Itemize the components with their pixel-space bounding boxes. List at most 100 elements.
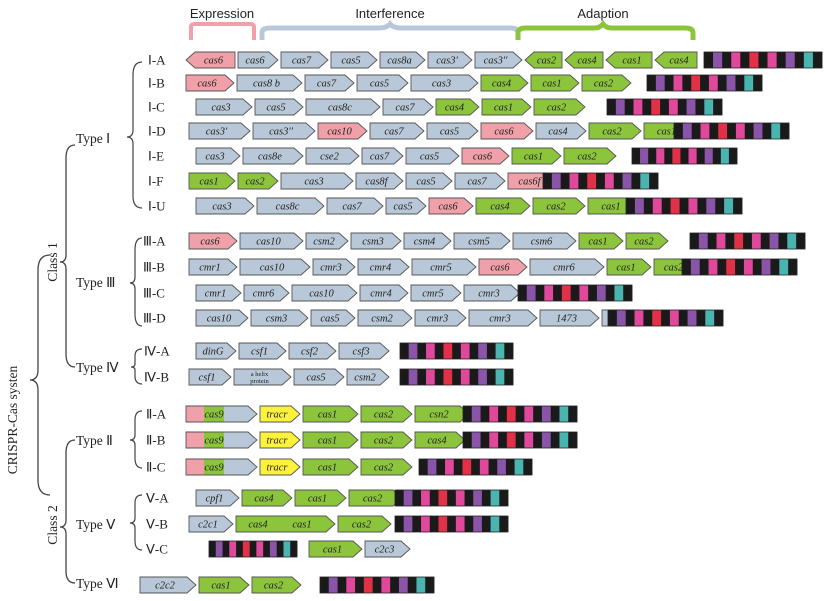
- gene-outline: [185, 431, 258, 449]
- crispr-array: [606, 98, 723, 116]
- gene-label: cas2: [245, 177, 265, 188]
- array-segment: [679, 198, 689, 214]
- array-segment: [715, 198, 725, 214]
- array-segment: [735, 259, 745, 275]
- array-segment: [695, 99, 705, 115]
- gene-label: c2c3: [375, 545, 395, 556]
- gene-label: cmr3: [478, 289, 500, 300]
- gene-block: [186, 406, 204, 422]
- gene-block: [524, 51, 563, 69]
- crispr-array: [631, 147, 738, 165]
- gene-block: [435, 98, 480, 116]
- array-segment: [504, 369, 514, 385]
- array-segment: [526, 285, 536, 301]
- interference-bracket: [259, 19, 521, 40]
- type-2-label: Type Ⅱ: [76, 433, 113, 448]
- array-segment: [704, 99, 714, 115]
- gene-label: cmr1: [205, 289, 227, 300]
- gene-label: cmr3: [489, 314, 511, 325]
- array-segment: [363, 577, 373, 593]
- array-segment: [395, 490, 404, 506]
- gene-block: [511, 147, 562, 165]
- gene-block: [360, 458, 413, 476]
- row-0: Ⅰ-A cas6 cas6 cas7 cas5 cas8a cas3' cas3'' cas2 c…: [148, 51, 823, 69]
- array-segment: [236, 541, 244, 557]
- gene-label: cas6f: [518, 177, 542, 188]
- gene-block: [411, 258, 477, 276]
- array-segment: [647, 75, 657, 91]
- gene-label: cas3'': [484, 56, 508, 67]
- array-segment: [524, 432, 534, 448]
- row-16: Ⅴ-A cpf1 cas4 cas1 cas2: [146, 489, 509, 507]
- array-segment: [669, 310, 680, 326]
- row-1: Ⅰ-B cas6 cas8 b cas7 cas5 cas3 cas4 cas1 cas2: [148, 74, 763, 92]
- array-segment: [570, 285, 580, 301]
- array-segment: [421, 516, 431, 532]
- row-label: Ⅲ-D: [143, 311, 166, 326]
- gene-block: [480, 122, 534, 140]
- array-segment: [728, 148, 738, 164]
- array-segment: [713, 99, 723, 115]
- array-segment: [690, 233, 700, 249]
- gene-label: cas5: [370, 79, 389, 90]
- gene-block: [239, 258, 311, 276]
- gene-block: [529, 258, 605, 276]
- gene-label: csn2: [429, 410, 449, 421]
- row-label: Ⅲ-A: [143, 234, 166, 249]
- gene-label: cas1: [323, 545, 342, 556]
- array-segment: [682, 75, 692, 91]
- gene-block: [355, 172, 404, 190]
- gene-label: c2c2: [155, 581, 176, 592]
- array-segment: [551, 173, 561, 189]
- gene-block: [188, 172, 236, 190]
- array-segment: [634, 198, 645, 214]
- array-segment: [787, 233, 797, 249]
- row-7: Ⅲ-A cas6 cas10 csm2 csm3 csm4 csm5 csm6 cas1 cas2: [143, 232, 806, 250]
- array-segment: [559, 432, 569, 448]
- gene-label: cas4: [248, 520, 268, 531]
- gene-block: [581, 74, 632, 92]
- array-segment: [429, 490, 439, 506]
- gene-block: [369, 122, 425, 140]
- gene-label: csm4: [414, 237, 436, 248]
- gene-block: [512, 232, 577, 250]
- gene-block: [312, 258, 356, 276]
- array-segment: [696, 310, 706, 326]
- gene-block: [382, 98, 434, 116]
- gene-label: cas1: [494, 103, 513, 114]
- type-1-brace: [126, 61, 143, 209]
- gene-block: [563, 147, 617, 165]
- array-segment: [426, 369, 436, 385]
- gene-label: cas7: [342, 202, 362, 213]
- crispr-array: [394, 489, 509, 507]
- array-segment: [426, 343, 436, 359]
- gene-block: [254, 98, 304, 116]
- array-segment: [524, 406, 534, 422]
- array-segment: [481, 516, 491, 532]
- gene-block: [195, 489, 240, 507]
- gene-label: cas8f: [365, 177, 389, 188]
- gene-block: [357, 258, 410, 276]
- array-segment: [434, 343, 444, 359]
- array-segment: [708, 259, 718, 275]
- gene-block: [338, 342, 390, 360]
- array-segment: [788, 259, 798, 275]
- array-segment: [697, 198, 707, 214]
- gene-label: cas2: [363, 494, 383, 505]
- array-segment: [408, 369, 418, 385]
- gene-label: cas2: [352, 520, 372, 531]
- gene-block: [195, 197, 255, 215]
- gene-block: [259, 458, 301, 476]
- gene-block: [426, 122, 479, 140]
- gene-block: [453, 232, 511, 250]
- gene-label: cas2: [264, 581, 284, 592]
- array-segment: [724, 198, 734, 214]
- array-segment: [486, 343, 496, 359]
- gene-label: csm2: [313, 237, 335, 248]
- array-segment: [408, 343, 418, 359]
- array-segment: [412, 490, 422, 506]
- array-segment: [544, 285, 554, 301]
- gene-label: cas1: [524, 152, 543, 163]
- array-segment: [744, 123, 754, 139]
- array-segment: [514, 459, 524, 475]
